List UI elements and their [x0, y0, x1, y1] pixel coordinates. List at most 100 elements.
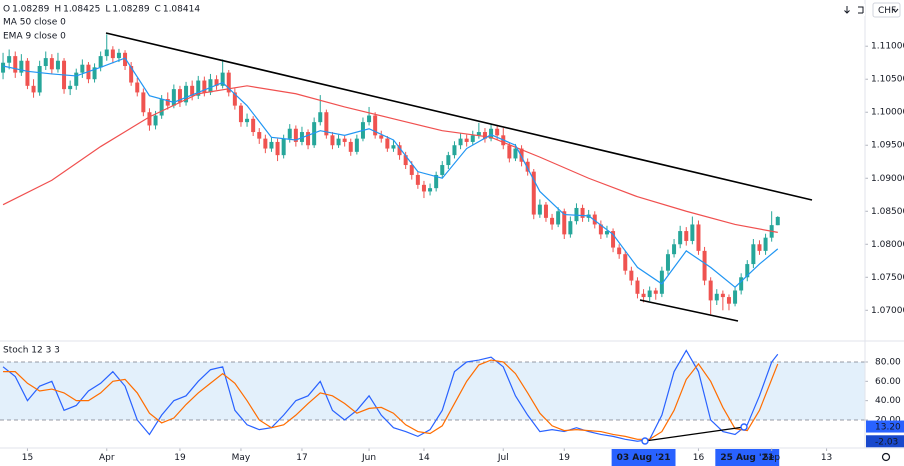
legend-value: 1.08289 — [112, 5, 149, 15]
candle-body — [604, 231, 609, 235]
candle-body — [513, 148, 518, 159]
y-tick-label: 1.08000 — [871, 240, 904, 250]
candle-body — [251, 118, 256, 133]
candle-body — [641, 293, 646, 298]
legend-key: L — [105, 5, 110, 15]
candle-body — [397, 145, 402, 156]
candle-body — [196, 80, 201, 96]
candle-body — [43, 58, 48, 67]
candle-body — [281, 138, 286, 156]
candle-body — [202, 80, 207, 93]
candle-body — [7, 56, 12, 63]
candle-body — [287, 128, 292, 139]
candle-body — [354, 138, 359, 152]
icon-frame — [858, 6, 864, 14]
legend-value: 1.08289 — [12, 5, 49, 15]
y-tick-label: 1.10500 — [871, 75, 904, 85]
candle-body — [745, 264, 750, 278]
legend-entry: MA 50 close 0 — [3, 18, 66, 28]
candle-body — [556, 211, 561, 225]
candle-body — [489, 128, 494, 139]
candle-body — [470, 135, 475, 142]
candle-body — [543, 204, 548, 218]
candle-body — [726, 297, 731, 304]
y-tick-label: 80.00 — [875, 358, 901, 368]
candle-body — [775, 216, 780, 226]
y-tick-label: 40.00 — [875, 396, 901, 406]
candle-body — [720, 293, 725, 298]
x-tick-label: 03 Aug '21 — [617, 453, 671, 463]
candle-body — [263, 138, 268, 149]
candle-body — [665, 254, 670, 271]
x-tick-label: 14 — [418, 453, 430, 463]
candle-body — [269, 141, 274, 149]
candle-body — [519, 148, 524, 162]
candle-body — [525, 161, 530, 172]
candle-body — [324, 112, 329, 136]
currency-label: CHF — [878, 6, 896, 16]
candle-body — [659, 270, 664, 294]
candle-body — [574, 207, 579, 222]
candle-body — [190, 85, 195, 96]
candle-body — [617, 247, 622, 255]
candle-body — [238, 105, 243, 123]
candle-body — [31, 85, 36, 93]
x-tick-label: Sep — [763, 453, 780, 463]
candle-body — [672, 244, 677, 255]
candle-body — [403, 155, 408, 166]
candle-body — [367, 115, 372, 123]
candle-body — [330, 135, 335, 146]
candle-body — [537, 204, 542, 215]
y-tick-label: 1.09000 — [871, 174, 904, 184]
x-tick-label: 13 — [821, 453, 832, 463]
candle-body — [1, 62, 6, 73]
candle-body — [19, 60, 24, 73]
candle-body — [25, 60, 30, 86]
candle-body — [678, 231, 683, 245]
candle-body — [708, 280, 713, 301]
candle-body — [74, 72, 79, 86]
y-tick-label: 1.10000 — [871, 108, 904, 118]
candle-body — [171, 89, 176, 106]
stoch-background — [0, 361, 865, 421]
x-tick-label: May — [232, 453, 251, 463]
candle-body — [568, 221, 573, 235]
value-tag — [866, 435, 904, 448]
y-tick-label: 1.09500 — [871, 141, 904, 151]
settings-icon[interactable] — [881, 452, 891, 462]
icon-button[interactable] — [855, 4, 865, 16]
y-tick-label: 1.07000 — [871, 306, 904, 316]
candle-body — [165, 99, 170, 106]
candle-body — [135, 82, 140, 93]
x-tick-label: 17 — [296, 453, 307, 463]
candle-body — [421, 184, 426, 192]
legend-key: O — [3, 5, 10, 15]
y-tick-label: 60.00 — [875, 377, 901, 387]
crosshair-date-tag — [715, 449, 780, 466]
candle-body — [690, 224, 695, 241]
candle-body — [159, 99, 164, 116]
x-tick-label: Apr — [99, 453, 115, 463]
candle-body — [580, 207, 585, 218]
candle-body — [116, 52, 121, 59]
legend-key: H — [54, 5, 61, 15]
stoch-band — [0, 362, 865, 420]
candle-body — [409, 165, 414, 175]
candle-body — [336, 138, 341, 146]
candle-body — [104, 49, 109, 57]
x-tick-label: 19 — [559, 453, 571, 463]
currency-button[interactable] — [872, 2, 901, 18]
trend-line — [639, 299, 739, 322]
candle-body — [141, 92, 146, 113]
candle-body — [702, 250, 707, 281]
candle-body — [391, 145, 396, 149]
candle-body — [452, 145, 457, 156]
x-tick-label: Jun — [361, 453, 376, 463]
candle-body — [598, 224, 603, 235]
candle-body — [312, 122, 317, 146]
candle-body — [214, 79, 219, 86]
dropdown-caret — [892, 8, 899, 13]
candle-body — [592, 214, 597, 225]
stoch-title: Stoch 12 3 3 — [3, 346, 60, 356]
